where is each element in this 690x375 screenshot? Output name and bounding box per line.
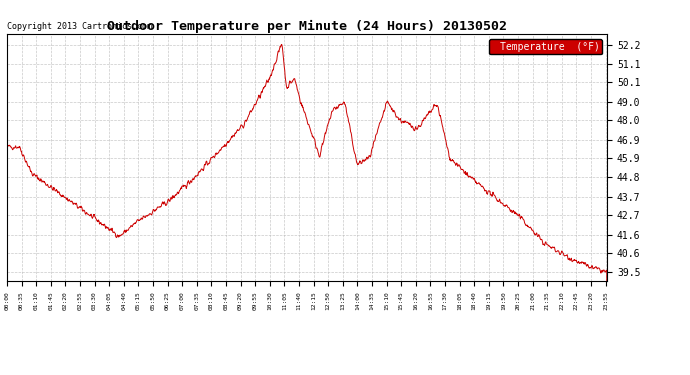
Legend: Temperature  (°F): Temperature (°F) <box>489 39 602 54</box>
Title: Outdoor Temperature per Minute (24 Hours) 20130502: Outdoor Temperature per Minute (24 Hours… <box>107 20 507 33</box>
Text: Copyright 2013 Cartronics.com: Copyright 2013 Cartronics.com <box>7 22 152 31</box>
